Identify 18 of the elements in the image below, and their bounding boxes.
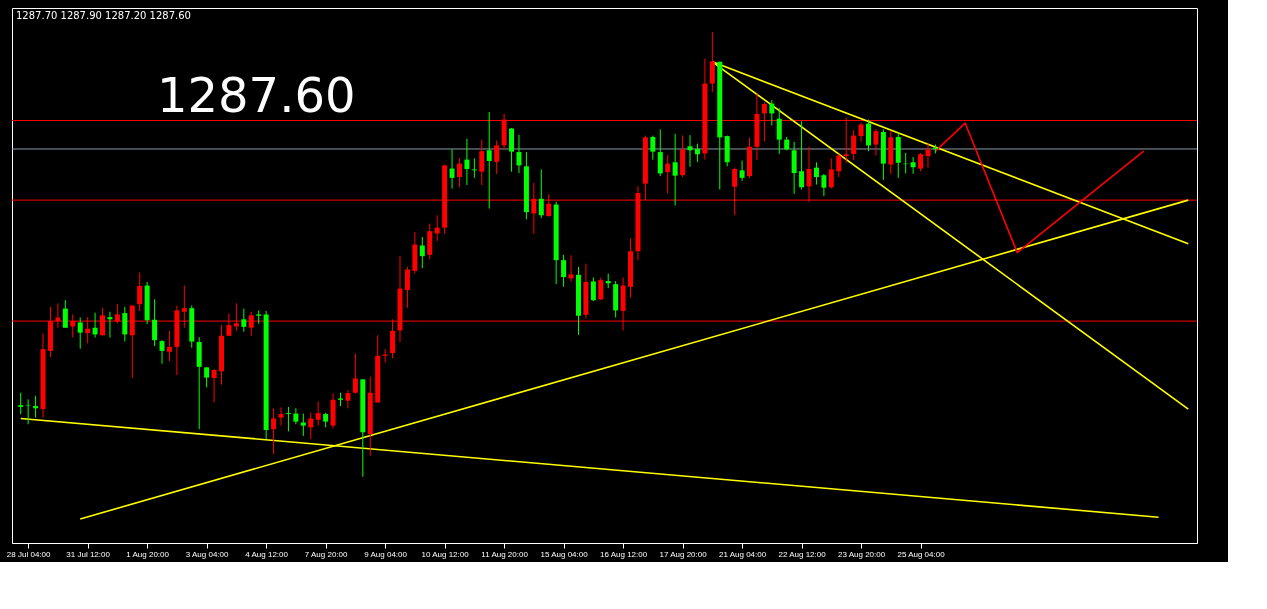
x-tick-label: 17 Aug 20:00 [659, 549, 708, 559]
x-tick-label: 9 Aug 04:00 [364, 549, 408, 559]
x-tick-label: 7 Aug 20:00 [304, 549, 349, 559]
x-tick-label: 31 Jul 12:00 [66, 549, 111, 559]
x-tick-label: 21 Aug 04:00 [719, 549, 767, 559]
x-tick-label: 11 Aug 20:00 [481, 549, 529, 559]
x-tick-label: 1 Aug 20:00 [126, 549, 170, 559]
x-tick-label: 28 Jul 04:00 [6, 549, 51, 559]
x-tick-label: 4 Aug 12:00 [245, 549, 289, 559]
x-tick-label: 3 Aug 04:00 [185, 549, 230, 559]
annotation: 1287.60 [157, 67, 356, 123]
x-tick-label: 23 Aug 20:00 [837, 549, 886, 559]
x-tick-label: 16 Aug 12:00 [600, 549, 648, 559]
x-tick-label: 10 Aug 12:00 [421, 549, 470, 559]
x-tick-label: 22 Aug 12:00 [778, 549, 827, 559]
text: 1287.70 1287.90 1287.20 1287.60 [16, 10, 191, 21]
x-tick-label: 15 Aug 04:00 [540, 549, 589, 559]
x-tick-label: 25 Aug 04:00 [897, 549, 946, 559]
